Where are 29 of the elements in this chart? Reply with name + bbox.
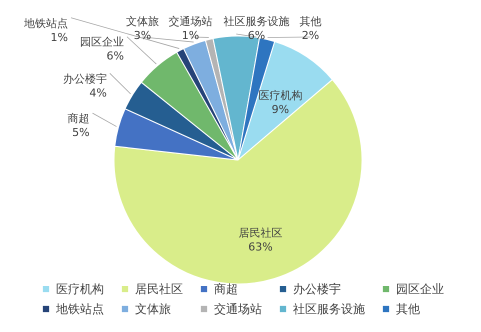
slice-label: 地铁站点: [23, 16, 68, 30]
legend-label: 居民社区: [135, 282, 183, 296]
data-label: 63%: [248, 240, 273, 254]
legend-label: 医疗机构: [56, 282, 104, 296]
data-label: 1%: [50, 30, 68, 44]
data-label: 1%: [182, 29, 200, 42]
data-label: 5%: [72, 126, 90, 140]
slice-label: 商超: [68, 112, 90, 126]
legend-label: 交通场站: [214, 302, 262, 316]
data-label: 3%: [134, 29, 152, 42]
legend-label: 办公楼宇: [293, 282, 341, 296]
legend-label: 社区服务设施: [293, 302, 365, 316]
slice-label: 办公楼宇: [62, 72, 107, 86]
legend-label: 文体旅: [135, 302, 171, 316]
slice-label: 社区服务设施: [223, 15, 290, 28]
slice-label: 其他: [299, 15, 322, 28]
slice-label: 医疗机构: [258, 88, 302, 102]
slice-label: 文体旅: [126, 15, 159, 28]
legend-label: 园区企业: [396, 282, 444, 296]
data-label: 4%: [89, 86, 107, 100]
data-label: 6%: [106, 50, 124, 63]
data-label: 9%: [272, 102, 290, 116]
slice-label: 园区企业: [80, 36, 124, 49]
slice-label: 居民社区: [238, 226, 282, 240]
slice-label: 交通场站: [168, 15, 212, 28]
legend-label: 商超: [214, 282, 238, 296]
data-label: 2%: [302, 29, 320, 42]
legend-label: 地铁站点: [55, 302, 104, 316]
legend-label: 其他: [396, 302, 420, 316]
